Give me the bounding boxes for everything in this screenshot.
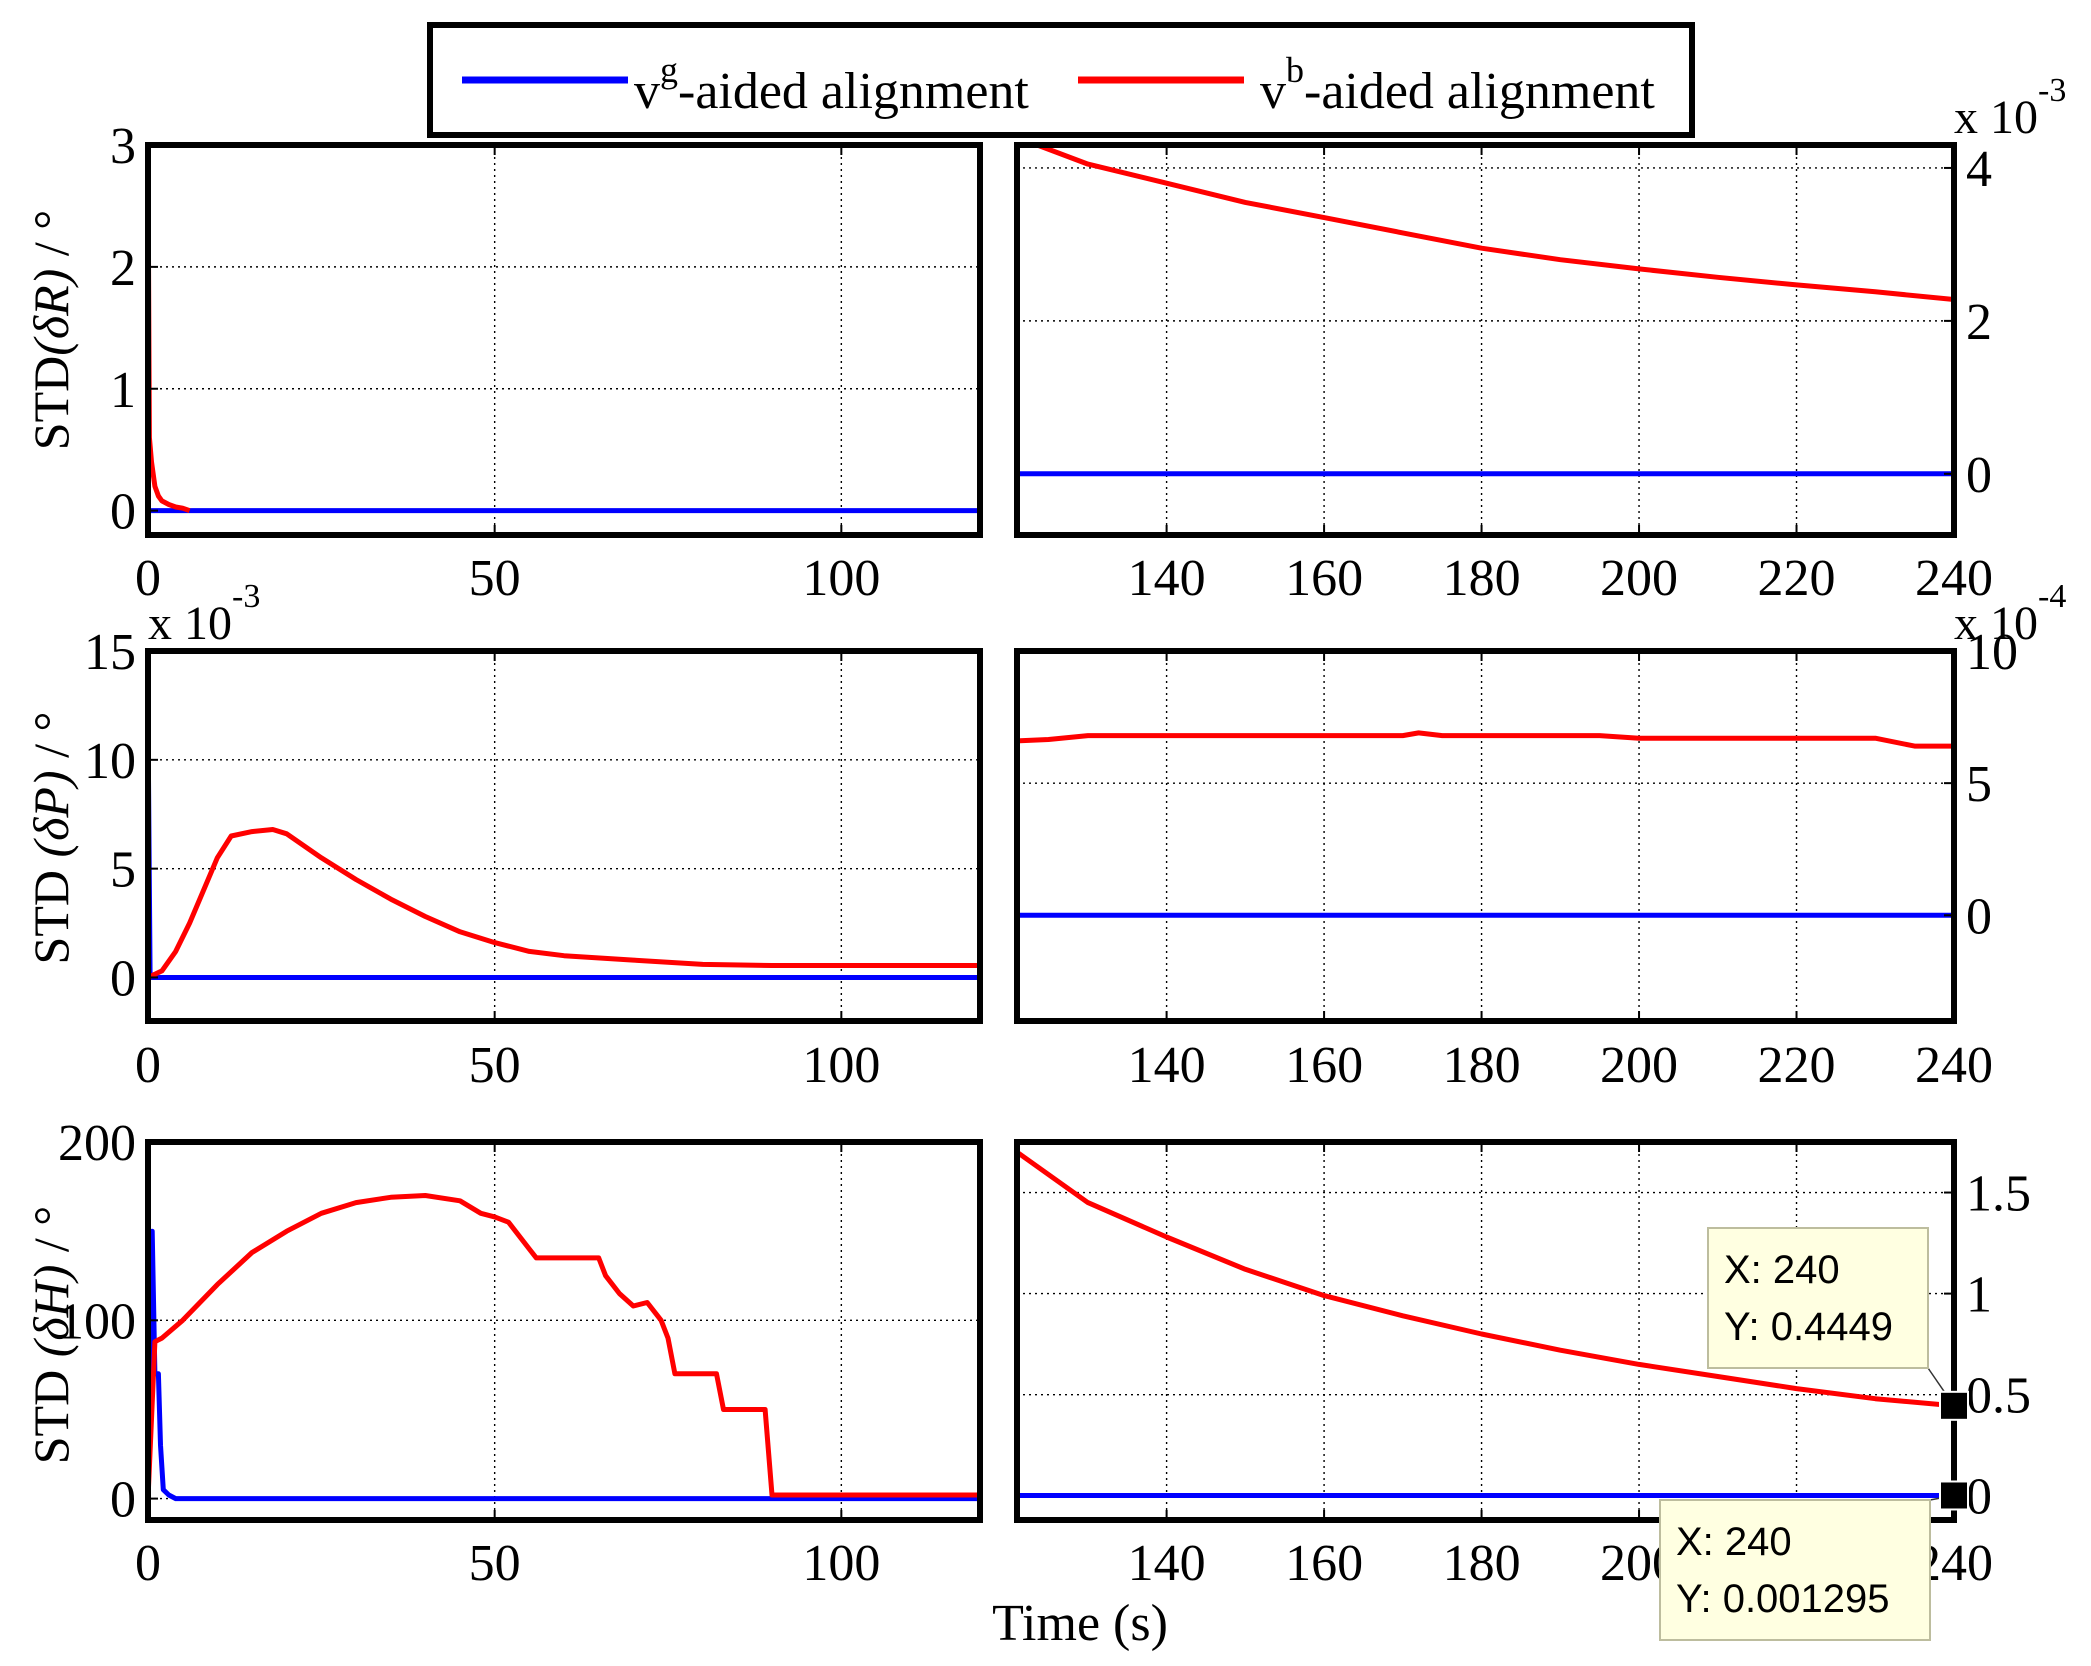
legend-vg-base: v: [634, 63, 660, 120]
axes-frame: [145, 1139, 983, 1523]
datatip-2[interactable]: X: 240 Y: 0.001295: [1659, 1480, 1969, 1641]
x-tick-label: 140: [1128, 550, 1206, 607]
x-axis-label: Time (s): [992, 1595, 1168, 1652]
legend-vb-text: -aided alignment: [1304, 63, 1655, 120]
x-tick-label: 160: [1285, 550, 1363, 607]
series-vb-line: [148, 157, 191, 513]
y-tick-label: 1.5: [1966, 1166, 2031, 1223]
series-vg-line: [148, 716, 980, 980]
y-tick-label: 0: [1966, 1469, 1992, 1526]
axis-exponent: x 10-4: [1954, 578, 2066, 650]
datatip-1[interactable]: X: 240 Y: 0.4449: [1707, 1227, 1969, 1421]
datatips: X: 240 Y: 0.4449 X: 240 Y: 0.001295: [1659, 1227, 1969, 1641]
y-tick-label: 1: [1966, 1267, 1992, 1324]
x-tick-label: 160: [1285, 1037, 1363, 1094]
x-tick-label: 140: [1128, 1535, 1206, 1592]
series-vb-line: [148, 1193, 980, 1499]
legend-vb-base: v: [1260, 63, 1286, 120]
x-tick-label: 0: [135, 1535, 161, 1592]
y-tick-label: 200: [58, 1115, 136, 1172]
datatip-marker[interactable]: [1939, 1390, 1969, 1421]
x-tick-label: 100: [802, 1037, 880, 1094]
axes-frame: [1014, 142, 1957, 538]
datatip-y-label: Y: 0.001295: [1676, 1577, 1890, 1621]
y-tick-label: 0: [110, 950, 136, 1007]
x-tick-label: 100: [802, 550, 880, 607]
series-vb-line: [1017, 730, 1954, 749]
panel-1-left: 0 50 100 0 1 2 3: [110, 118, 983, 607]
datatip-x-label: X: 240: [1724, 1248, 1840, 1292]
axis-exponent: x 10-3: [1954, 72, 2066, 144]
x-tick-label: 220: [1758, 550, 1836, 607]
y-tick-label: 3: [110, 118, 136, 175]
axes-frame: [1014, 1139, 1957, 1523]
y-tick-label: 2: [110, 240, 136, 297]
legend-vb-sup: b: [1286, 50, 1304, 90]
y-tick-label: 100: [58, 1293, 136, 1350]
legend-vg-text: -aided alignment: [678, 63, 1029, 120]
panel-1-right: 140 160 180 200 220 240 0 2 4x 10-3: [1014, 72, 2066, 607]
y-tick-label: 5: [110, 842, 136, 899]
legend-box: [427, 22, 1695, 138]
y-tick-label: 15: [84, 624, 136, 681]
x-tick-label: 50: [469, 550, 521, 607]
y-tick-label: 0.5: [1966, 1368, 2031, 1425]
ylabel-row-3: STD (δH) / °: [23, 1206, 79, 1465]
x-tick-label: 240: [1915, 550, 1993, 607]
x-tick-label: 50: [469, 1037, 521, 1094]
y-tick-label: 0: [1966, 888, 1992, 945]
panel-2-left: 0 50 100 0 5 10 15x 10-3: [84, 578, 983, 1094]
y-tick-label: 5: [1966, 756, 1992, 813]
panel-2-right: 140 160 180 200 220 240 0 5 10x 10-4: [1014, 578, 2066, 1094]
x-tick-label: 180: [1443, 1535, 1521, 1592]
datatip-y-label: Y: 0.4449: [1724, 1305, 1893, 1349]
x-tick-label: 200: [1600, 1037, 1678, 1094]
x-tick-label: 180: [1443, 550, 1521, 607]
y-tick-label: 2: [1966, 294, 1992, 351]
axes-frame: [1014, 648, 1957, 1024]
axis-exponent: x 10-3: [148, 578, 260, 650]
y-tick-label: 10: [84, 733, 136, 790]
y-tick-label: 0: [110, 484, 136, 541]
datatip-box: [1707, 1227, 1929, 1369]
datatip-box: [1659, 1499, 1931, 1641]
x-tick-label: 0: [135, 550, 161, 607]
axes-frame: [145, 648, 983, 1024]
ylabel-row-2: STD (δP) / °: [23, 712, 79, 965]
series-vb-line: [1017, 1150, 1954, 1409]
x-tick-label: 240: [1915, 1037, 1993, 1094]
y-tick-label: 4: [1966, 141, 1992, 198]
x-tick-label: 200: [1600, 550, 1678, 607]
x-tick-label: 140: [1128, 1037, 1206, 1094]
x-tick-label: 160: [1285, 1535, 1363, 1592]
y-tick-label: 1: [110, 362, 136, 419]
panel-3-left: 0 50 100 0 100 200: [58, 1115, 983, 1592]
x-tick-label: 220: [1758, 1037, 1836, 1094]
series-vb-line: [148, 827, 980, 980]
legend-label-vg: vg-aided alignment: [634, 50, 1029, 120]
x-tick-label: 50: [469, 1535, 521, 1592]
datatip-marker[interactable]: [1939, 1480, 1969, 1511]
legend: vg-aided alignment vb-aided alignment: [427, 22, 1695, 138]
series-vg-line: [148, 1204, 980, 1502]
y-tick-label: 10: [1966, 624, 2018, 681]
datatip-x-label: X: 240: [1676, 1520, 1792, 1564]
legend-label-vb: vb-aided alignment: [1260, 50, 1655, 120]
axes-frame: [145, 142, 983, 538]
x-tick-label: 0: [135, 1037, 161, 1094]
y-tick-label: 0: [110, 1472, 136, 1529]
series-vb-line: [1030, 145, 1954, 302]
ylabel-row-1: STD(δR) / °: [23, 210, 79, 450]
y-tick-label: 0: [1966, 447, 1992, 504]
x-tick-label: 100: [802, 1535, 880, 1592]
legend-vg-sup: g: [660, 50, 678, 90]
x-tick-label: 180: [1443, 1037, 1521, 1094]
